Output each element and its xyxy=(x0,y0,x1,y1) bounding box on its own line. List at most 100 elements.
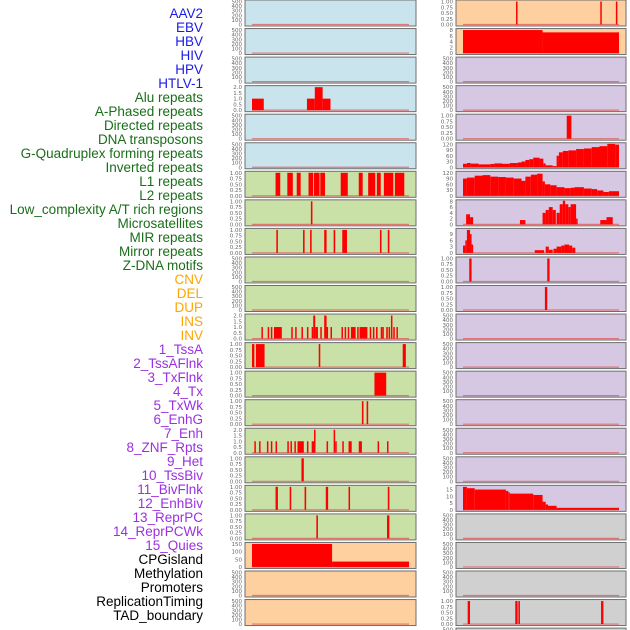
panel-background xyxy=(455,227,627,255)
track-label: 5_TxWk xyxy=(153,398,203,413)
y-tick-label: 0.00 xyxy=(230,536,243,542)
y-tick-label: 0.50 xyxy=(441,297,454,303)
panel-background xyxy=(244,342,417,370)
bar xyxy=(615,144,619,168)
bar xyxy=(289,486,292,510)
y-tick-label: 100 xyxy=(443,418,454,424)
bar xyxy=(357,327,359,339)
y-tick-label: 500 xyxy=(232,28,243,34)
y-tick-label: 0 xyxy=(450,394,454,400)
bar xyxy=(591,147,600,168)
panel-background xyxy=(455,113,627,141)
y-tick-label: 0.75 xyxy=(441,605,454,611)
bar xyxy=(562,200,566,225)
y-tick-label: 4 xyxy=(450,40,454,46)
bar xyxy=(402,344,406,368)
bar xyxy=(322,98,331,111)
y-tick-label: 0.00 xyxy=(441,279,454,285)
bar xyxy=(494,163,502,168)
y-tick-label: 0.25 xyxy=(230,388,243,394)
track-label: Low_complexity A/T rich regions xyxy=(9,202,203,217)
bar xyxy=(466,163,471,168)
bar xyxy=(266,441,269,453)
bar xyxy=(570,187,575,196)
y-tick-label: 0 xyxy=(239,137,243,143)
y-tick-label: 100 xyxy=(232,550,243,556)
y-tick-label: 400 xyxy=(443,347,454,353)
y-tick-label: 300 xyxy=(443,408,454,414)
y-tick-label: 0.75 xyxy=(230,519,243,525)
y-tick-label: 0.25 xyxy=(230,245,243,251)
track-label: CPGisland xyxy=(138,552,203,567)
y-tick-label: 0.75 xyxy=(230,491,243,497)
track-label: G-Quadruplex forming repeats xyxy=(20,146,203,161)
bar xyxy=(603,191,609,196)
y-tick-label: 0.50 xyxy=(441,268,454,274)
y-tick-label: 0 xyxy=(450,222,454,228)
y-tick-label: 300 xyxy=(443,66,454,72)
y-tick-label: 0.0 xyxy=(233,108,242,114)
y-tick-label: 200 xyxy=(443,527,454,533)
y-tick-label: 200 xyxy=(232,299,243,305)
bar xyxy=(463,178,467,196)
y-tick-label: 0.25 xyxy=(230,188,243,194)
y-tick-label: 400 xyxy=(443,404,454,410)
bar xyxy=(550,185,557,196)
y-tick-label: 0.00 xyxy=(230,251,243,257)
bar xyxy=(270,327,273,339)
bar xyxy=(474,489,506,510)
track-label: TAD_boundary xyxy=(113,608,203,623)
y-tick-label: 0.0 xyxy=(233,451,242,457)
bar xyxy=(533,494,543,510)
track-label: 7_Enh xyxy=(163,426,203,441)
bar xyxy=(377,441,380,453)
y-tick-label: 500 xyxy=(443,456,454,462)
y-tick-label: 200 xyxy=(232,156,243,162)
track-label: L1 repeats xyxy=(139,174,203,189)
y-tick-label: 400 xyxy=(443,90,454,96)
y-tick-label: 0 xyxy=(450,51,454,57)
y-tick-label: 300 xyxy=(232,9,243,15)
bar xyxy=(547,258,550,282)
y-tick-label: 0.75 xyxy=(230,205,243,211)
panel-background xyxy=(244,399,417,427)
bar xyxy=(565,204,569,225)
y-tick-label: 500 xyxy=(443,628,454,630)
bar xyxy=(386,327,388,339)
bar xyxy=(552,166,557,168)
panel-background xyxy=(244,56,417,84)
bar xyxy=(326,441,329,453)
bar xyxy=(543,163,546,168)
track-label: 10_TssBiv xyxy=(141,468,203,483)
y-tick-label: 100 xyxy=(443,560,454,566)
y-tick-label: 400 xyxy=(443,432,454,438)
bar xyxy=(519,220,526,225)
track-label: 1_TssA xyxy=(158,342,203,357)
y-tick-label: 0.0 xyxy=(233,337,242,343)
bar xyxy=(597,190,604,196)
panel-background xyxy=(455,456,627,484)
bar xyxy=(287,172,293,196)
bar xyxy=(359,327,368,339)
y-tick-label: 200 xyxy=(443,384,454,390)
y-tick-label: 200 xyxy=(443,356,454,362)
bar xyxy=(330,327,332,339)
bar xyxy=(463,245,466,253)
y-tick-label: 30 xyxy=(446,160,453,166)
bar xyxy=(275,486,278,510)
y-tick-label: 0 xyxy=(239,565,243,571)
bar xyxy=(368,172,376,196)
bar xyxy=(466,177,475,196)
bar xyxy=(545,504,549,510)
track-label: MIR repeats xyxy=(129,230,203,245)
bar xyxy=(261,327,263,339)
y-tick-label: 0 xyxy=(239,308,243,314)
y-tick-label: 300 xyxy=(443,380,454,386)
bar xyxy=(463,163,467,168)
y-tick-label: 90 xyxy=(446,177,453,183)
bar xyxy=(310,229,312,253)
track-label: INS xyxy=(180,314,203,329)
bar xyxy=(275,441,278,453)
y-tick-label: 0.50 xyxy=(230,411,243,417)
bar xyxy=(615,1,618,25)
